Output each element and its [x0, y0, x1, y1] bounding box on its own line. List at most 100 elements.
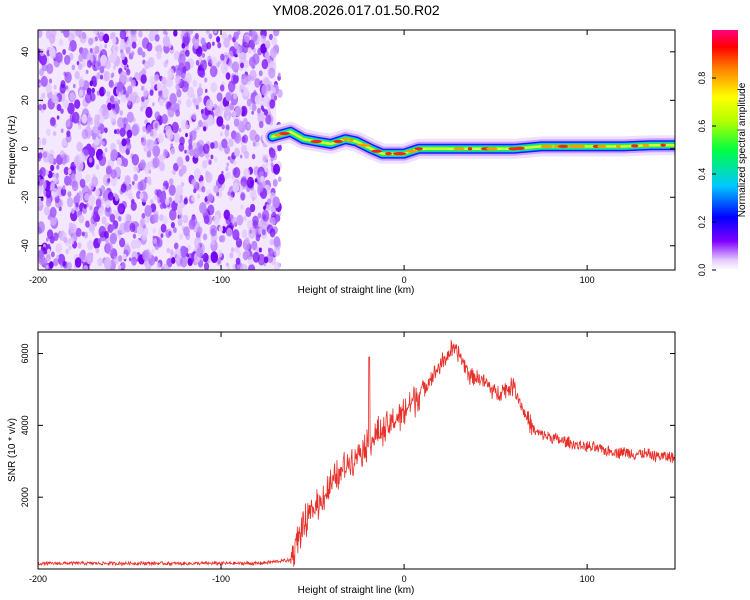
noise-blob [96, 121, 101, 127]
noise-blob [247, 256, 254, 266]
noise-blob [123, 220, 132, 233]
noise-blob [189, 130, 197, 141]
noise-blob [216, 36, 221, 43]
noise-blob [101, 216, 107, 225]
noise-blob [233, 31, 239, 40]
noise-blob [110, 169, 117, 179]
noise-blob [221, 138, 228, 149]
noise-blob [173, 242, 179, 250]
noise-blob [63, 175, 71, 186]
noise-blob [57, 186, 61, 191]
colorbar-tick-label: 0.4 [697, 168, 707, 181]
noise-blob [38, 176, 41, 182]
noise-blob [240, 192, 246, 201]
noise-blob [40, 75, 48, 88]
noise-blob [157, 199, 161, 204]
noise-blob [188, 30, 194, 35]
noise-blob [263, 108, 269, 116]
noise-blob [210, 82, 218, 93]
noise-blob [65, 85, 69, 90]
noise-blob [70, 173, 76, 181]
noise-blob [172, 169, 177, 176]
noise-blob [272, 196, 280, 209]
noise-blob [38, 152, 43, 159]
noise-blob [156, 238, 163, 248]
noise-blob [98, 36, 103, 42]
noise-blob [243, 88, 249, 97]
noise-blob [213, 156, 218, 163]
noise-blob [226, 262, 229, 267]
noise-blob [236, 214, 244, 226]
noise-blob [237, 183, 244, 193]
noise-blob [252, 251, 260, 263]
noise-blob [63, 54, 71, 66]
noise-blob [119, 127, 126, 137]
noise-blob [257, 107, 261, 114]
ridge-peak [467, 147, 473, 151]
noise-blob [167, 153, 170, 158]
noise-blob [216, 61, 220, 68]
noise-blob [180, 256, 188, 268]
noise-blob [277, 144, 282, 152]
spectrogram-noise [38, 30, 283, 270]
snr-frame [37, 331, 676, 570]
snr-x-label: Height of straight line (km) [298, 585, 415, 596]
noise-blob [208, 33, 213, 40]
ridge-peak [333, 139, 344, 144]
snr-x-tick-label: 0 [402, 574, 407, 584]
spectrogram-y-tick-label: 20 [20, 95, 30, 105]
noise-blob [127, 99, 132, 106]
noise-blob [260, 105, 265, 111]
noise-blob [152, 102, 155, 107]
noise-blob [49, 206, 57, 218]
noise-blob [272, 178, 278, 187]
noise-blob [97, 30, 105, 37]
ridge-peak [615, 144, 621, 148]
noise-blob [227, 265, 231, 270]
spectrogram-x-tick-label: 100 [580, 275, 595, 285]
noise-blob [170, 143, 174, 148]
noise-blob [126, 129, 133, 139]
noise-blob [194, 237, 201, 248]
noise-blob [107, 191, 114, 201]
noise-blob [128, 193, 134, 201]
ridge-peak [371, 149, 383, 153]
noise-blob [270, 47, 277, 59]
noise-blob [241, 41, 249, 54]
noise-blob [241, 136, 246, 143]
noise-blob [50, 251, 55, 258]
noise-blob [154, 123, 158, 129]
noise-blob [85, 173, 91, 183]
noise-blob [42, 246, 46, 252]
noise-blob [152, 213, 159, 224]
ridge-peak [342, 137, 349, 141]
noise-blob [252, 220, 258, 229]
noise-blob [187, 86, 195, 99]
noise-blob [117, 215, 122, 222]
noise-blob [131, 153, 140, 166]
noise-blob [122, 253, 127, 260]
noise-blob [119, 71, 128, 83]
noise-blob [168, 43, 172, 49]
noise-blob [255, 234, 261, 242]
noise-blob [119, 30, 127, 40]
noise-blob [232, 110, 237, 118]
noise-blob [102, 152, 106, 157]
noise-blob [196, 125, 200, 130]
noise-blob [45, 83, 52, 94]
noise-blob [181, 42, 186, 49]
noise-blob [49, 46, 56, 58]
noise-blob [66, 197, 74, 208]
noise-blob [129, 76, 133, 82]
noise-blob [258, 120, 264, 129]
noise-blob [46, 237, 49, 242]
noise-blob [78, 152, 85, 164]
noise-blob [110, 176, 118, 187]
noise-blob [58, 38, 64, 47]
noise-blob [249, 69, 257, 81]
noise-blob [127, 85, 133, 94]
noise-blob [226, 227, 233, 237]
noise-blob [178, 128, 182, 133]
noise-blob [184, 247, 189, 254]
